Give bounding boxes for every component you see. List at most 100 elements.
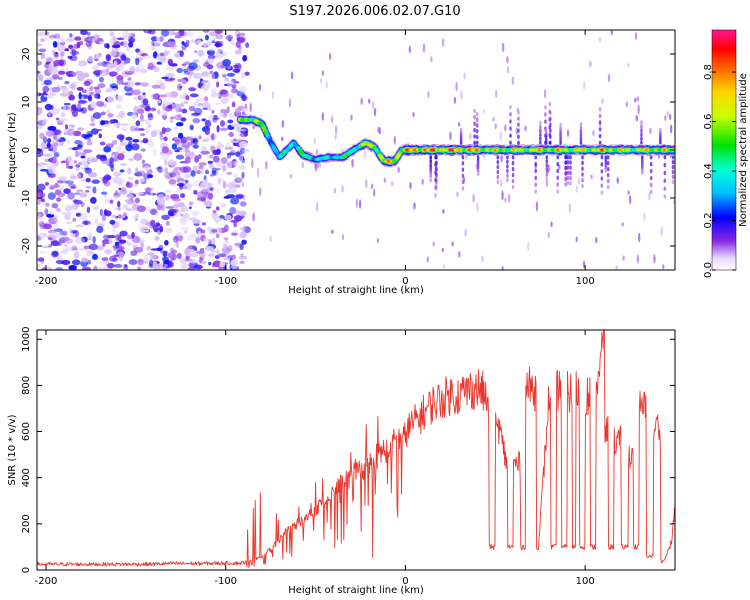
- spectrogram-streak: [441, 247, 445, 253]
- spectrogram-streak: [469, 132, 472, 140]
- spectrogram-noise-blob: [119, 123, 129, 126]
- spectrogram-spike: [429, 158, 433, 164]
- spectrogram-noise-blob: [132, 216, 139, 219]
- spectrogram-streak: [575, 185, 579, 193]
- spectrogram-noise-blob: [212, 117, 220, 120]
- spectrogram-noise-blob: [37, 70, 41, 74]
- spectrogram-spike: [659, 127, 662, 133]
- spectrogram-noise-blob: [69, 33, 73, 38]
- spectrogram-noise-blob: [185, 95, 190, 101]
- spectrogram-noise-blob: [245, 42, 250, 48]
- spectrogram-noise-blob: [106, 109, 111, 115]
- spectrogram-noise-blob: [190, 170, 196, 177]
- spectrogram-streak: [391, 181, 394, 187]
- spectrogram-streak: [269, 235, 272, 243]
- spectrogram-spike: [663, 178, 667, 184]
- spectrogram-streak: [504, 197, 507, 203]
- spectrogram-noise-blob: [234, 177, 243, 183]
- spectrogram-noise-blob: [163, 172, 168, 176]
- snr-background: [37, 330, 675, 570]
- spectrogram-noise-blob: [92, 112, 102, 120]
- spectrogram-noise-blob: [165, 67, 175, 71]
- spectrogram-noise-blob: [238, 255, 248, 260]
- spectrogram-noise-blob: [144, 118, 151, 125]
- spectrogram-noise-blob: [227, 81, 233, 88]
- spectrogram-noise-blob: [140, 148, 146, 152]
- spectrogram-streak: [325, 80, 328, 89]
- spectrogram-spike: [564, 171, 567, 176]
- spectrogram-streak: [616, 177, 619, 184]
- spectrogram-spike: [429, 173, 433, 179]
- spectrogram-spike: [581, 155, 584, 160]
- spectrogram-noise-blob: [157, 109, 161, 115]
- spectrogram-spike: [545, 159, 549, 164]
- spectrogram-streak: [251, 158, 254, 169]
- spectrogram-spike: [434, 193, 437, 198]
- spectrogram-noise-blob: [152, 263, 161, 270]
- spectrogram-spike: [556, 155, 560, 160]
- spectrogram-spike: [545, 171, 549, 177]
- spectrogram-noise-blob: [170, 247, 174, 254]
- spectrogram-noise-blob: [216, 124, 220, 133]
- spectrogram-noise-blob: [161, 126, 166, 135]
- spectrogram-noise-blob: [186, 183, 190, 186]
- spectrogram-noise-blob: [67, 192, 75, 200]
- spectrogram-spike: [640, 128, 643, 133]
- spectrogram-noise-blob: [86, 250, 92, 257]
- spectrogram-spike: [579, 122, 583, 127]
- spectrogram-noise-blob: [50, 107, 61, 115]
- spectrogram-spike: [517, 134, 520, 139]
- spectrogram-noise-blob: [196, 170, 202, 175]
- spectrogram-spike: [671, 174, 675, 180]
- spectrogram-noise-blob: [97, 266, 107, 270]
- spectrogram-noise-blob: [175, 154, 185, 160]
- spectrogram-noise-blob: [134, 127, 141, 132]
- spectrogram-noise-blob: [180, 262, 188, 270]
- spectrogram-noise-blob: [166, 129, 171, 133]
- spectrogram-spike: [569, 170, 572, 176]
- spectrogram-noise-blob: [57, 77, 63, 80]
- spectrogram-streak: [421, 178, 424, 185]
- spectrogram-noise-blob: [237, 32, 246, 37]
- spectrogram-noise-blob: [235, 107, 241, 114]
- spectrogram-noise-blob: [76, 189, 84, 193]
- spectrogram-noise-blob: [202, 30, 210, 33]
- spectrogram-noise-blob: [90, 101, 97, 109]
- spectrogram-noise-blob: [180, 193, 186, 198]
- spectrogram-noise-blob: [96, 62, 103, 66]
- colorbar-ticks: 0.0 0.2 0.4 0.6 0.8: [703, 64, 736, 278]
- spectrogram-noise-blob: [240, 253, 244, 257]
- spectrogram-spike: [598, 113, 602, 119]
- spectrogram-noise-layer: [37, 30, 675, 270]
- spectrogram-noise-blob: [38, 31, 46, 37]
- spectrogram-noise-blob: [39, 132, 45, 140]
- spectrogram-noise-blob: [65, 124, 69, 130]
- spectrogram-streak: [625, 101, 628, 107]
- spectrogram-noise-blob: [109, 31, 115, 37]
- spectrogram-noise-blob: [175, 231, 184, 236]
- spectrogram-noise-blob: [120, 150, 127, 155]
- spectrogram-noise-blob: [37, 60, 43, 66]
- spectrogram-noise-blob: [140, 133, 146, 137]
- spectrogram-spike: [606, 160, 610, 166]
- spectrogram-noise-blob: [37, 92, 40, 97]
- spectrogram-noise-blob: [151, 40, 155, 46]
- spectrogram-noise-blob: [161, 146, 169, 154]
- spectrogram-noise-blob: [205, 34, 210, 41]
- spectrogram-noise-blob: [211, 109, 215, 114]
- spectrogram-spike: [429, 170, 433, 175]
- spectrogram-noise-blob: [177, 79, 182, 83]
- snr-panel: -200 -100 0 100 0 200 400 600 800 1000 Height of…: [7, 327, 676, 596]
- spectrogram-y-tick-label: 0: [21, 147, 32, 153]
- spectrogram-noise-blob: [116, 37, 125, 41]
- spectrogram-spike: [598, 107, 602, 112]
- spectrogram-noise-blob: [121, 82, 129, 85]
- spectrogram-noise-blob: [146, 245, 152, 251]
- spectrogram-noise-blob: [89, 91, 95, 96]
- spectrogram-noise-blob: [89, 251, 94, 255]
- spectrogram-noise-blob: [157, 168, 165, 173]
- spectrogram-noise-blob: [222, 51, 228, 57]
- spectrogram-noise-blob: [192, 113, 201, 116]
- spectrogram-noise-blob: [147, 140, 155, 148]
- spectrogram-noise-blob: [185, 40, 190, 44]
